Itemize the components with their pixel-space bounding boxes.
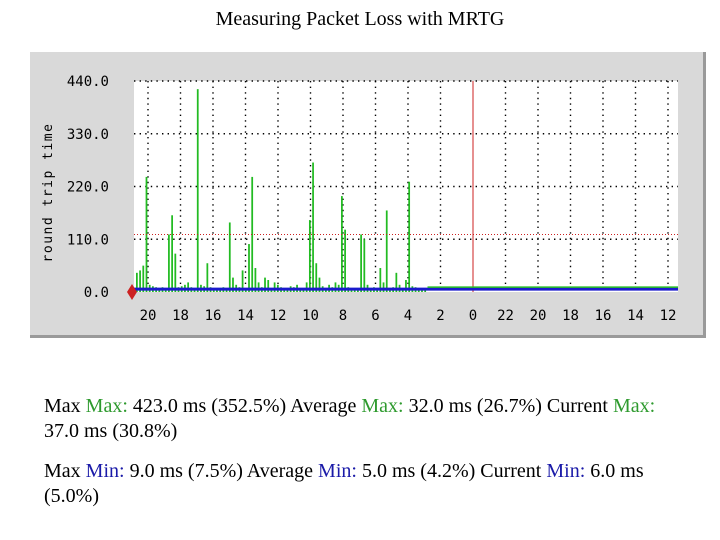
max-bar [305, 282, 308, 292]
max-bar [196, 89, 199, 292]
max-bar [228, 222, 231, 292]
stat-key-min: Min: [546, 460, 586, 482]
max-bar [168, 234, 170, 292]
stat-text: Max [44, 460, 86, 482]
x-tick-label: 12 [660, 308, 677, 324]
max-bar [273, 282, 276, 292]
x-tick-label: 16 [595, 308, 612, 324]
x-tick-label: 0 [469, 308, 477, 324]
max-bar [424, 289, 427, 292]
x-tick-label: 18 [172, 308, 189, 324]
x-tick-label: 18 [562, 308, 579, 324]
page-title: Measuring Packet Loss with MRTG [215, 8, 505, 30]
stat-text: 37.0 ms (30.8%) [44, 420, 178, 442]
x-tick-label: 22 [497, 308, 514, 324]
max-bar [264, 277, 266, 292]
max-bar [174, 253, 177, 292]
max-bar [254, 268, 257, 292]
stat-text: Max [44, 395, 86, 417]
y-tick-labels: 0.0 110.0 220.0 330.0 440.0 [67, 74, 109, 301]
max-bar [206, 263, 209, 292]
x-tick-label: 6 [371, 308, 379, 324]
max-bar [267, 280, 270, 292]
stat-text: 9.0 ms (7.5%) Average [124, 460, 319, 482]
max-bar [315, 263, 318, 292]
max-bar [142, 265, 145, 292]
max-bar [171, 215, 173, 292]
plot-area [134, 81, 678, 292]
max-bar [136, 272, 138, 292]
min-stats: Max Min: 9.0 ms (7.5%) Average Min: 5.0 … [44, 459, 694, 509]
max-bar [241, 270, 244, 292]
stat-key-max: Max: [613, 395, 656, 417]
x-tick-label: 2 [436, 308, 444, 324]
max-bar [232, 277, 234, 292]
max-bar [379, 268, 382, 292]
y-axis-label-group: round trip time [41, 123, 56, 263]
max-bar [139, 270, 141, 292]
max-bar [341, 196, 343, 292]
stat-key-max: Max: [85, 395, 128, 417]
y-tick-label: 0.0 [84, 285, 109, 301]
max-bar [318, 277, 321, 292]
x-tick-label: 16 [205, 308, 222, 324]
stat-key-max: Max: [361, 395, 404, 417]
stat-key-min: Min: [318, 460, 357, 482]
max-bar [251, 176, 254, 292]
max-bar [395, 272, 398, 292]
x-tick-label: 4 [404, 308, 412, 324]
max-bar [219, 289, 222, 292]
stat-key-min: Min: [85, 460, 125, 482]
x-tick-label: 10 [302, 308, 319, 324]
y-tick-label: 330.0 [67, 127, 109, 143]
mrtg-chart: round trip time 0.0110.0220.0330.0440.0 … [41, 74, 678, 324]
max-bar [308, 220, 311, 292]
x-tick-label: 14 [627, 308, 644, 324]
max-bar [357, 289, 359, 292]
x-tick-labels: 20 18 16 14 12 10 8 6 4 2 0 22 20 18 16 14 12 [140, 308, 677, 324]
chart-overlay [127, 233, 678, 300]
stat-text: 6.0 ms (5.0%) [44, 460, 644, 507]
x-tick-label: 12 [270, 308, 287, 324]
max-bar [360, 234, 362, 292]
grid-lines [134, 80, 678, 292]
x-tick-label: 8 [339, 308, 347, 324]
max-bar [344, 229, 346, 292]
max-stats: Max Max: 423.0 ms (352.5%) Average Max: … [44, 394, 694, 444]
stat-text: 32.0 ms (26.7%) Current [403, 395, 613, 417]
max-bar [257, 282, 260, 292]
max-bar [408, 181, 411, 292]
x-tick-label: 14 [237, 308, 254, 324]
y-tick-label: 220.0 [67, 180, 109, 196]
max-bar [385, 210, 388, 292]
x-tick-label: 20 [530, 308, 547, 324]
max-bar [405, 280, 407, 292]
origin-marker-icon [127, 284, 137, 300]
y-axis-label: round trip time [41, 123, 56, 263]
max-bar [334, 282, 337, 292]
max-bar [363, 239, 366, 292]
max-bar [382, 282, 385, 292]
stat-text: 423.0 ms (352.5%) Average [127, 395, 362, 417]
max-bar [312, 162, 314, 292]
chart-panel: round trip time 0.0 110.0 220.0 330.0 440.0 … [30, 52, 706, 338]
y-tick-label: 440.0 [67, 74, 109, 90]
max-bar [187, 282, 190, 292]
y-tick-label: 110.0 [67, 232, 109, 248]
max-bar [248, 244, 250, 292]
max-bar [283, 289, 286, 292]
stat-text: 5.0 ms (4.2%) Current [356, 460, 547, 482]
x-tick-label: 20 [140, 308, 157, 324]
